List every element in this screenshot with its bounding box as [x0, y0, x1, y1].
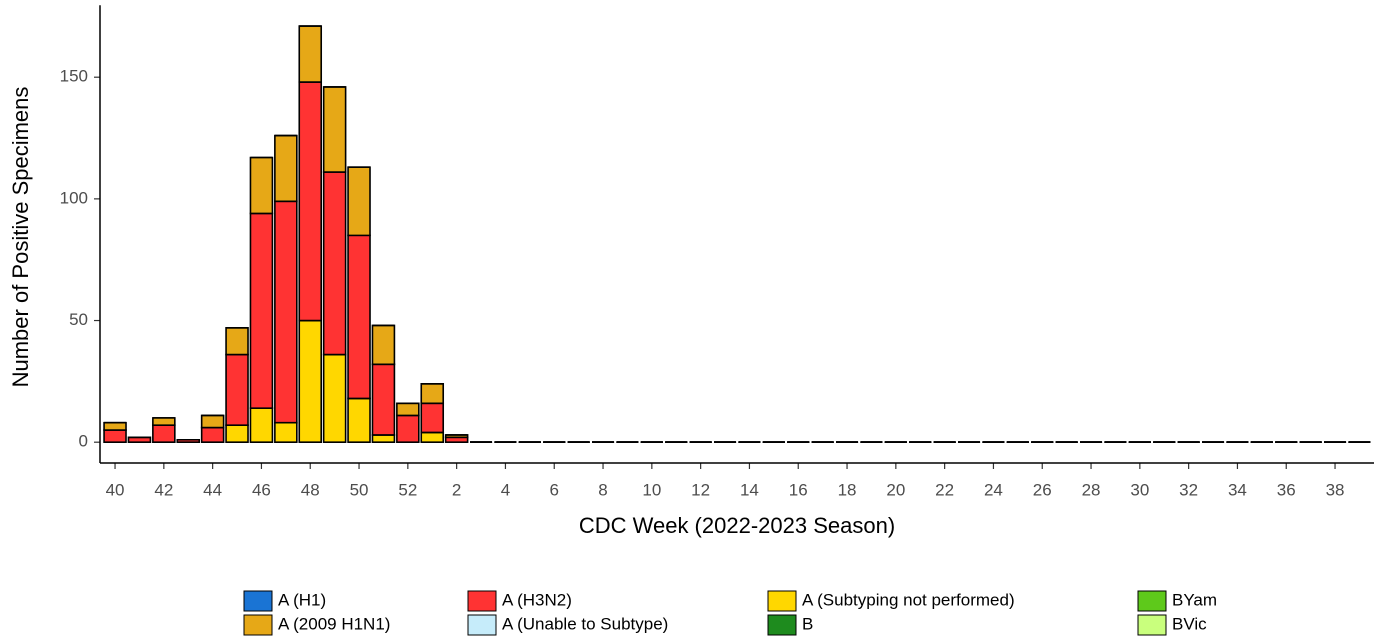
- legend-label: B: [802, 614, 813, 633]
- x-tick-label: 28: [1082, 480, 1101, 499]
- legend-key: [467, 590, 497, 612]
- x-tick-label: 8: [598, 480, 607, 499]
- y-axis-title: Number of Positive Specimens: [8, 87, 33, 388]
- bar-segment: [152, 424, 176, 443]
- bar-segment: [200, 426, 225, 443]
- legend-key: [767, 614, 797, 636]
- bar-segment: [274, 134, 298, 203]
- legend-key: [1137, 614, 1167, 636]
- x-tick-label: 32: [1179, 480, 1198, 499]
- x-tick-label: 30: [1130, 480, 1149, 499]
- legend-key: [243, 614, 273, 636]
- bar-segment: [298, 81, 323, 322]
- bar-segment: [249, 212, 274, 409]
- x-tick-label: 36: [1277, 480, 1296, 499]
- y-tick-label: 0: [79, 432, 88, 451]
- x-tick-label: 10: [642, 480, 661, 499]
- x-tick-label: 24: [984, 480, 1003, 499]
- legend-label: BYam: [1172, 590, 1217, 609]
- bar-segment: [152, 417, 176, 426]
- bar-segment: [396, 414, 420, 443]
- x-tick-label: 26: [1033, 480, 1052, 499]
- bar-segment: [347, 397, 371, 443]
- x-tick-label: 4: [501, 480, 510, 499]
- legend-key: [243, 590, 273, 612]
- bar-segment: [322, 86, 347, 173]
- bar-segment: [347, 234, 371, 400]
- x-tick-label: 18: [838, 480, 857, 499]
- bar-segment: [274, 200, 298, 424]
- bar-segment: [103, 421, 127, 431]
- legend-key: [767, 590, 797, 612]
- x-tick-label: 48: [301, 480, 320, 499]
- x-tick-label: 38: [1326, 480, 1345, 499]
- x-tick-label: 14: [740, 480, 759, 499]
- legend-key: [467, 614, 497, 636]
- y-tick-label: 100: [60, 188, 88, 207]
- x-tick-label: 12: [691, 480, 710, 499]
- bar-segment: [298, 25, 323, 83]
- legend-label: A (Unable to Subtype): [502, 614, 668, 633]
- legend-label: A (H1): [278, 590, 326, 609]
- bar-segment: [420, 402, 445, 434]
- bar-segment: [225, 327, 249, 356]
- bar-segment: [420, 431, 445, 443]
- x-tick-label: 44: [203, 480, 222, 499]
- x-tick-label: 46: [252, 480, 271, 499]
- y-tick-label: 150: [60, 67, 88, 86]
- x-tick-label: 16: [789, 480, 808, 499]
- bar-segment: [396, 402, 420, 417]
- x-tick-label: 40: [106, 480, 125, 499]
- legend-label: A (Subtyping not performed): [802, 590, 1015, 609]
- legend-label: A (2009 H1N1): [278, 614, 390, 633]
- bar-segment: [225, 424, 249, 443]
- x-tick-label: 50: [350, 480, 369, 499]
- bar-segment: [322, 353, 347, 443]
- x-axis-title: CDC Week (2022-2023 Season): [579, 513, 895, 538]
- bar-segment: [274, 421, 298, 443]
- bar-segment: [103, 429, 127, 443]
- y-tick-label: 50: [69, 310, 88, 329]
- legend-label: A (H3N2): [502, 590, 572, 609]
- bar-segment: [249, 156, 274, 215]
- bar-segment: [249, 407, 274, 443]
- bar-segment: [200, 414, 225, 429]
- x-tick-label: 42: [154, 480, 173, 499]
- bar-segment: [347, 166, 371, 237]
- bar-segment: [371, 324, 396, 366]
- x-tick-label: 22: [935, 480, 954, 499]
- bar-segment: [225, 353, 249, 426]
- bar-segment: [420, 382, 445, 405]
- bar-segment: [298, 319, 323, 443]
- x-tick-label: 2: [452, 480, 461, 499]
- x-tick-label: 6: [550, 480, 559, 499]
- x-tick-label: 52: [398, 480, 417, 499]
- x-tick-label: 34: [1228, 480, 1247, 499]
- bar-segment: [322, 171, 347, 356]
- bar-segment: [371, 363, 396, 436]
- legend-key: [1137, 590, 1167, 612]
- bar-segment: [371, 434, 396, 443]
- legend-label: BVic: [1172, 614, 1207, 633]
- x-tick-label: 20: [886, 480, 905, 499]
